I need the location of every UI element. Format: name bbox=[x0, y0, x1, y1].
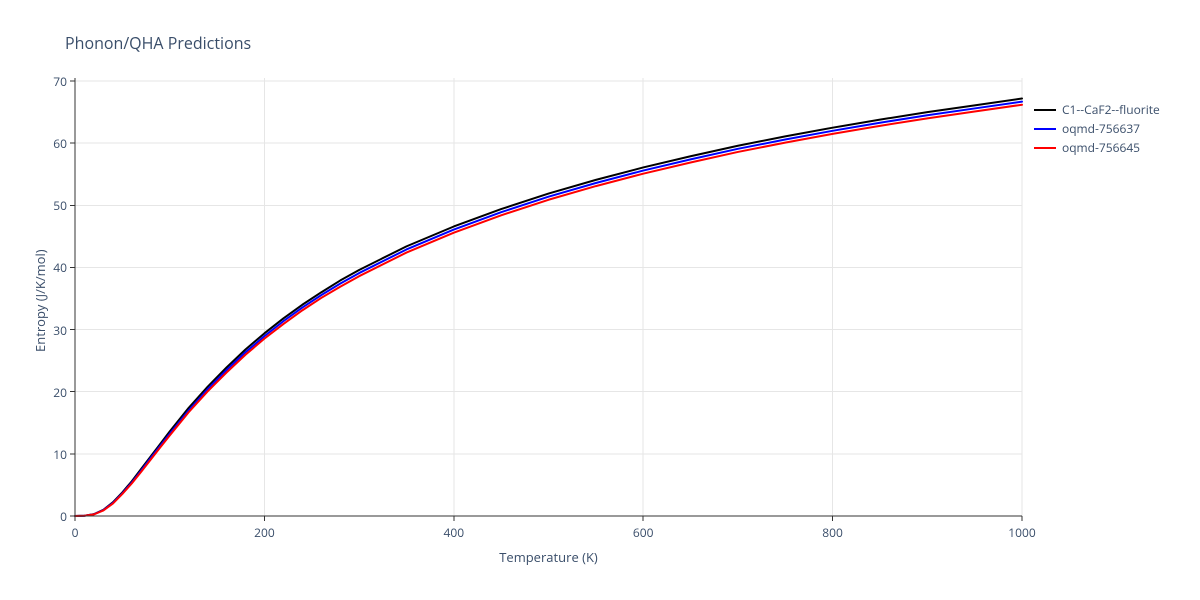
legend-label: oqmd-756645 bbox=[1062, 139, 1140, 156]
chart-plot bbox=[70, 78, 1023, 522]
legend-swatch bbox=[1034, 128, 1056, 130]
legend-swatch bbox=[1034, 109, 1056, 111]
legend-label: C1--CaF2--fluorite bbox=[1062, 101, 1160, 118]
x-tick-label: 800 bbox=[813, 524, 853, 541]
x-tick-label: 400 bbox=[434, 524, 474, 541]
legend-swatch bbox=[1034, 147, 1056, 149]
x-tick-label: 200 bbox=[244, 524, 284, 541]
legend-item[interactable]: oqmd-756645 bbox=[1034, 138, 1160, 157]
y-tick-label: 20 bbox=[35, 384, 67, 401]
legend-item[interactable]: C1--CaF2--fluorite bbox=[1034, 100, 1160, 119]
x-tick-label: 0 bbox=[55, 524, 95, 541]
chart-container: Phonon/QHA Predictions Temperature (K) E… bbox=[0, 0, 1200, 600]
x-tick-label: 600 bbox=[623, 524, 663, 541]
y-tick-label: 50 bbox=[35, 197, 67, 214]
chart-title: Phonon/QHA Predictions bbox=[65, 32, 251, 54]
y-tick-label: 30 bbox=[35, 322, 67, 339]
x-axis-label: Temperature (K) bbox=[489, 548, 609, 566]
legend: C1--CaF2--fluorite oqmd-756637 oqmd-756645 bbox=[1034, 100, 1160, 157]
x-tick-label: 1000 bbox=[1002, 524, 1042, 541]
y-tick-label: 70 bbox=[35, 73, 67, 90]
legend-label: oqmd-756637 bbox=[1062, 120, 1140, 137]
y-tick-label: 60 bbox=[35, 135, 67, 152]
y-tick-label: 10 bbox=[35, 446, 67, 463]
legend-item[interactable]: oqmd-756637 bbox=[1034, 119, 1160, 138]
y-tick-label: 0 bbox=[35, 508, 67, 525]
y-tick-label: 40 bbox=[35, 259, 67, 276]
